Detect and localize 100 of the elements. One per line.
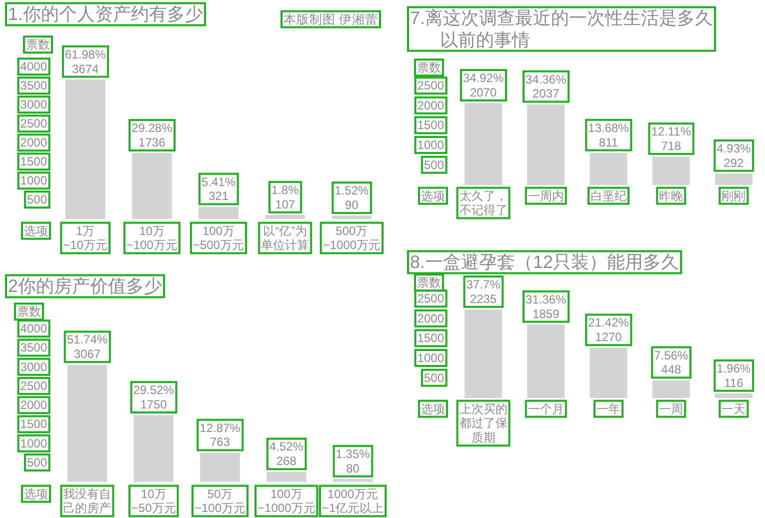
y-tick-label: 1000 [414,136,448,154]
title: 2你的房产价值多少 [5,274,166,298]
y-tick-label: 2000 [17,396,50,414]
title: 1.你的个人资产约有多少 [5,2,206,26]
x-tick-label: 昨晚 [659,188,684,203]
x-tick-label: 以“亿”为单位计算 [258,222,312,254]
y-tick-label: 3500 [20,78,48,93]
x-tick-label: 一年 [594,400,624,418]
y-tick-label: 2500 [20,116,48,131]
x-tick-label: 一个月 [528,402,564,416]
y-axis-title: 票数 [14,302,44,321]
data-label: 7.56% 448 [651,346,692,379]
data-label: 34.92% 2070 [460,69,507,102]
x-tick-label: 刚刚 [722,188,746,203]
y-tick-label: 500 [424,158,444,172]
y-axis-title: 票数 [417,276,441,290]
y-tick-label: 1000 [20,436,48,450]
x-axis-title: 选项 [421,402,445,416]
y-tick-label: 1500 [414,116,448,134]
x-tick-label: 一周内 [528,188,564,203]
x-tick-label: 一个月 [524,400,567,418]
y-tick-label: 500 [24,453,50,472]
y-tick-label: 1000 [17,434,50,452]
y-tick-label: 1500 [417,331,444,346]
y-tick-label: 3000 [17,358,50,376]
data-label: 4.93% 292 [714,139,754,172]
x-axis-title: 选项 [421,188,445,203]
x-tick-label: 500万~1000万元 [320,222,384,254]
y-tick-label: 2500 [20,378,48,393]
x-tick-label: 我没有自己的房产 [60,484,114,518]
data-label: 1.35% 80 [332,444,374,478]
y-tick-label: 3000 [17,96,50,114]
x-axis-title: 选项 [21,222,51,240]
x-tick-label: 昨晚 [656,186,686,205]
y-tick-label: 500 [24,190,50,209]
y-tick-label: 1000 [17,172,50,190]
data-label: 61.98% 3674 [62,45,109,78]
x-tick-label: 一年 [596,402,620,416]
y-axis-title: 票数 [23,36,53,54]
y-tick-label: 500 [420,156,448,174]
y-axis-title: 票数 [414,274,444,292]
y-tick-label: 2000 [417,98,444,112]
y-tick-label: 1500 [20,154,48,169]
x-tick-label: 一周 [656,400,686,418]
y-tick-label: 2000 [414,96,448,114]
y-tick-label: 2500 [414,76,448,95]
x-axis-title: 选项 [418,186,448,205]
x-axis-title: 选项 [24,486,48,501]
y-tick-label: 3000 [20,360,48,374]
y-axis-title: 票数 [26,38,50,52]
x-tick-label: 50万~100万元 [191,484,249,518]
y-tick-label: 2000 [417,311,444,326]
title: 8.一盒避孕套（12只装）能用多久 [407,250,682,274]
y-tick-label: 4000 [20,60,48,74]
y-tick-label: 500 [424,370,444,385]
y-tick-label: 500 [26,455,48,470]
data-label: 31.36% 1859 [522,290,570,323]
data-label: 5.41% 321 [198,172,239,206]
y-tick-label: 2000 [17,134,50,152]
title: 7.离这次调查最近的一次性生活是多久以前的事情 [407,6,716,52]
x-tick-label: 一天 [722,402,746,416]
x-tick-label: 10万~100万元 [123,222,180,254]
x-axis-title: 选项 [24,224,48,238]
x-tick-label: 100万~500万元 [190,222,248,254]
y-axis-title: 票数 [417,60,441,75]
y-tick-label: 500 [420,368,448,387]
y-tick-label: 2000 [20,136,48,150]
data-label: 51.74% 3067 [64,330,111,364]
y-tick-label: 1500 [20,417,48,432]
x-tick-label: 白垩纪 [590,188,626,203]
y-tick-label: 3500 [17,76,50,95]
y-tick-label: 1500 [17,415,50,434]
data-label: 1.52% 90 [332,182,372,214]
data-label: 1.8% 107 [268,180,302,214]
x-axis-title: 选项 [418,400,448,418]
annotation: 本版制图 伊湘蕾 [280,10,381,28]
y-tick-label: 1500 [17,152,50,171]
data-label: 12.11% 718 [648,122,694,155]
y-tick-label: 500 [26,192,48,207]
x-tick-label: 一天 [718,400,749,418]
y-tick-label: 1000 [417,138,444,152]
y-tick-label: 4000 [17,320,50,338]
data-label: 12.87% 763 [196,418,244,452]
y-axis-title: 票数 [414,58,444,77]
x-tick-label: 100万~1000万元 [254,484,318,518]
y-tick-label: 3500 [20,340,48,355]
data-label: 21.42% 1270 [585,314,632,346]
data-label: 34.36% 2037 [522,70,570,103]
y-tick-label: 4000 [17,58,50,76]
y-tick-label: 3500 [17,338,50,357]
y-tick-label: 2500 [17,114,50,133]
x-tick-label: 白垩纪 [588,186,630,205]
y-tick-label: 2500 [417,78,444,93]
y-tick-label: 1500 [417,118,444,132]
data-label: 29.28% 1736 [128,119,176,152]
y-tick-label: 1000 [417,351,444,365]
x-tick-label: 刚刚 [718,186,749,205]
x-tick-label: 一周内 [524,186,567,205]
y-axis-title: 票数 [17,304,41,319]
x-tick-label: 1万~10万元 [60,222,110,254]
